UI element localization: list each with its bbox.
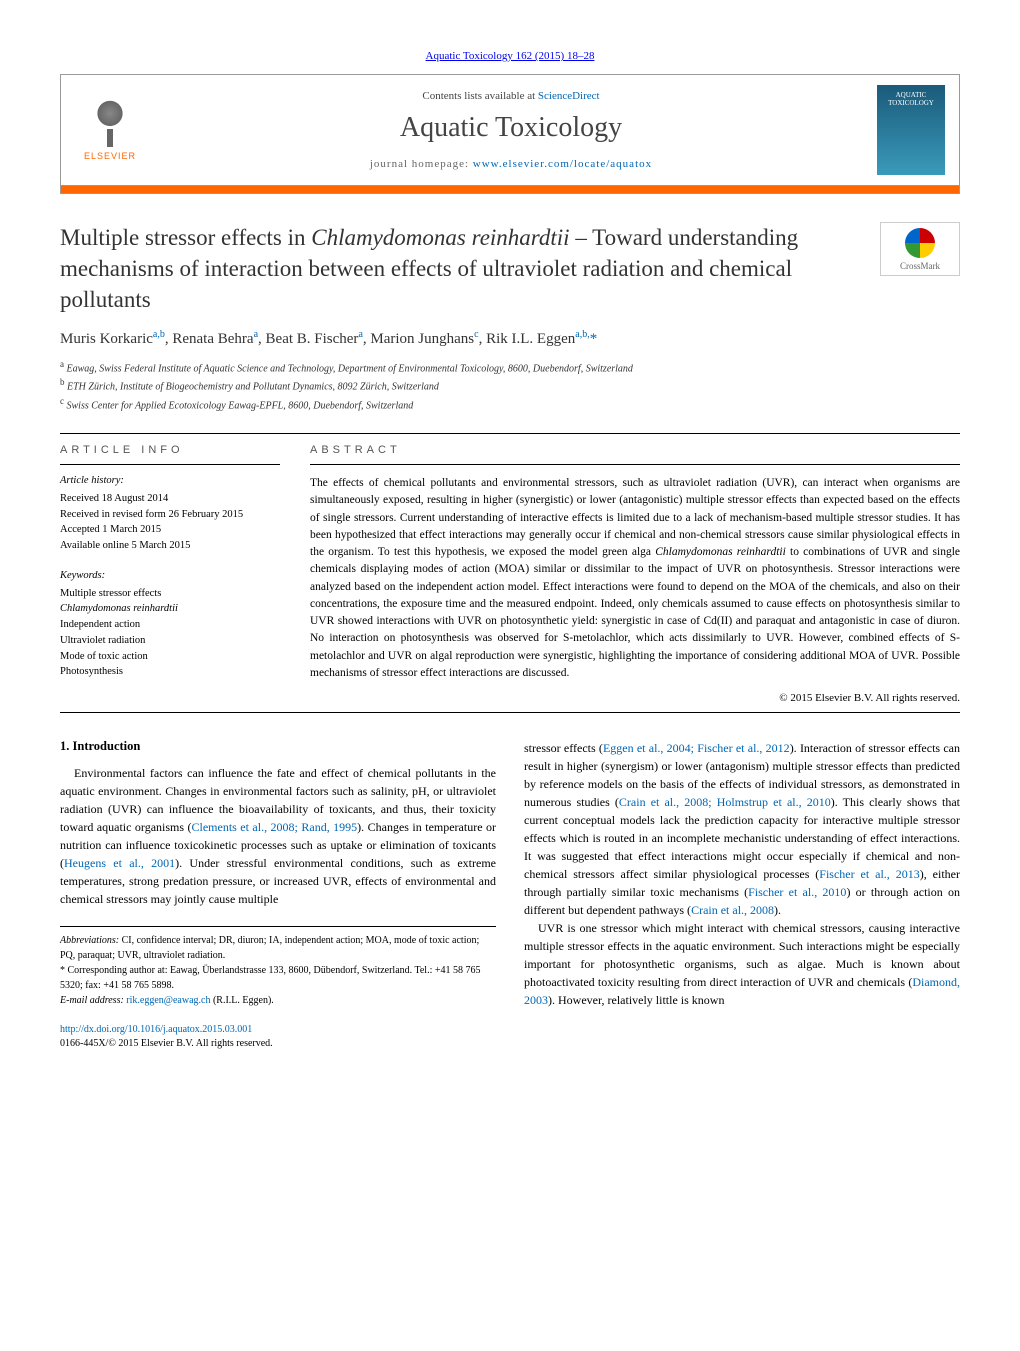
sciencedirect-link[interactable]: ScienceDirect [538, 90, 600, 102]
issn-copyright: 0166-445X/© 2015 Elsevier B.V. All right… [60, 1038, 273, 1049]
corresponding-author-line: * Corresponding author at: Eawag, Überla… [60, 963, 496, 993]
keyword-5: Photosynthesis [60, 664, 280, 680]
intro-para-1: Environmental factors can influence the … [60, 764, 496, 908]
abstract-label: abstract [310, 434, 960, 464]
crossmark-icon [905, 228, 935, 258]
elsevier-tree-icon [86, 99, 134, 147]
homepage-prefix: journal homepage: [370, 158, 473, 170]
email-link[interactable]: rik.eggen@eawag.ch [126, 995, 210, 1006]
journal-header-box: ELSEVIER Contents lists available at Sci… [60, 74, 960, 194]
keywords-block: Keywords: Multiple stressor effects Chla… [60, 568, 280, 680]
affiliation-c: c Swiss Center for Applied Ecotoxicology… [60, 395, 960, 413]
keyword-4: Mode of toxic action [60, 649, 280, 665]
keyword-2: Independent action [60, 617, 280, 633]
email-line: E-mail address: rik.eggen@eawag.ch (R.I.… [60, 993, 496, 1008]
intro-heading: 1. Introduction [60, 739, 496, 754]
journal-homepage-link[interactable]: www.elsevier.com/locate/aquatox [473, 158, 652, 170]
article-history-block: Article history: Received 18 August 2014… [60, 464, 280, 554]
contents-list-line: Contents lists available at ScienceDirec… [165, 90, 857, 102]
keywords-title: Keywords: [60, 568, 280, 584]
author-list: Muris Korkarica,b, Renata Behraa, Beat B… [60, 329, 960, 348]
corr-label: * Corresponding author at: [60, 965, 167, 976]
elsevier-logo: ELSEVIER [75, 90, 145, 170]
body-col-left: 1. Introduction Environmental factors ca… [60, 739, 496, 1009]
elsevier-label: ELSEVIER [84, 151, 136, 161]
email-label: E-mail address: [60, 995, 124, 1006]
history-revised: Received in revised form 26 February 201… [60, 507, 280, 523]
email-who: (R.I.L. Eggen). [210, 995, 273, 1006]
abbrev-text: CI, confidence interval; DR, diuron; IA,… [60, 935, 479, 961]
abstract-text: The effects of chemical pollutants and e… [310, 464, 960, 682]
body-col-right: stressor effects (Eggen et al., 2004; Fi… [524, 739, 960, 1009]
history-online: Available online 5 March 2015 [60, 538, 280, 554]
affiliation-a: a Eawag, Swiss Federal Institute of Aqua… [60, 358, 960, 376]
journal-homepage-line: journal homepage: www.elsevier.com/locat… [165, 158, 857, 170]
article-title: Multiple stressor effects in Chlamydomon… [60, 222, 880, 315]
cover-title-2: TOXICOLOGY [888, 99, 934, 107]
divider-2 [60, 712, 960, 713]
doi-link[interactable]: http://dx.doi.org/10.1016/j.aquatox.2015… [60, 1024, 252, 1035]
doi-block: http://dx.doi.org/10.1016/j.aquatox.2015… [60, 1023, 960, 1051]
abbreviations-line: Abbreviations: CI, confidence interval; … [60, 933, 496, 963]
abstract-column: abstract The effects of chemical polluta… [310, 434, 960, 712]
intro-para-3: UVR is one stressor which might interact… [524, 919, 960, 1009]
contents-prefix: Contents lists available at [422, 90, 537, 102]
abbrev-label: Abbreviations: [60, 935, 119, 946]
cover-title-1: AQUATIC [896, 91, 927, 99]
keyword-0: Multiple stressor effects [60, 586, 280, 602]
journal-name: Aquatic Toxicology [165, 112, 857, 144]
keyword-3: Ultraviolet radiation [60, 633, 280, 649]
journal-cover-thumbnail: AQUATIC TOXICOLOGY [877, 85, 945, 175]
page-root: Aquatic Toxicology 162 (2015) 18–28 ELSE… [0, 0, 1020, 1091]
crossmark-label: CrossMark [900, 261, 940, 271]
crossmark-badge[interactable]: CrossMark [880, 222, 960, 276]
abstract-copyright: © 2015 Elsevier B.V. All rights reserved… [310, 692, 960, 704]
article-info-column: article info Article history: Received 1… [60, 434, 280, 712]
keyword-1: Chlamydomonas reinhardtii [60, 601, 280, 617]
footnotes-block: Abbreviations: CI, confidence interval; … [60, 926, 496, 1008]
intro-para-2: stressor effects (Eggen et al., 2004; Fi… [524, 739, 960, 919]
affiliations: a Eawag, Swiss Federal Institute of Aqua… [60, 358, 960, 413]
journal-reference: Aquatic Toxicology 162 (2015) 18–28 [60, 50, 960, 62]
history-accepted: Accepted 1 March 2015 [60, 522, 280, 538]
article-info-label: article info [60, 434, 280, 464]
header-accent-bar [61, 185, 959, 193]
body-columns: 1. Introduction Environmental factors ca… [60, 739, 960, 1009]
history-received: Received 18 August 2014 [60, 491, 280, 507]
journal-ref-link[interactable]: Aquatic Toxicology 162 (2015) 18–28 [426, 50, 595, 62]
history-title: Article history: [60, 473, 280, 489]
affiliation-b: b ETH Zürich, Institute of Biogeochemist… [60, 376, 960, 394]
